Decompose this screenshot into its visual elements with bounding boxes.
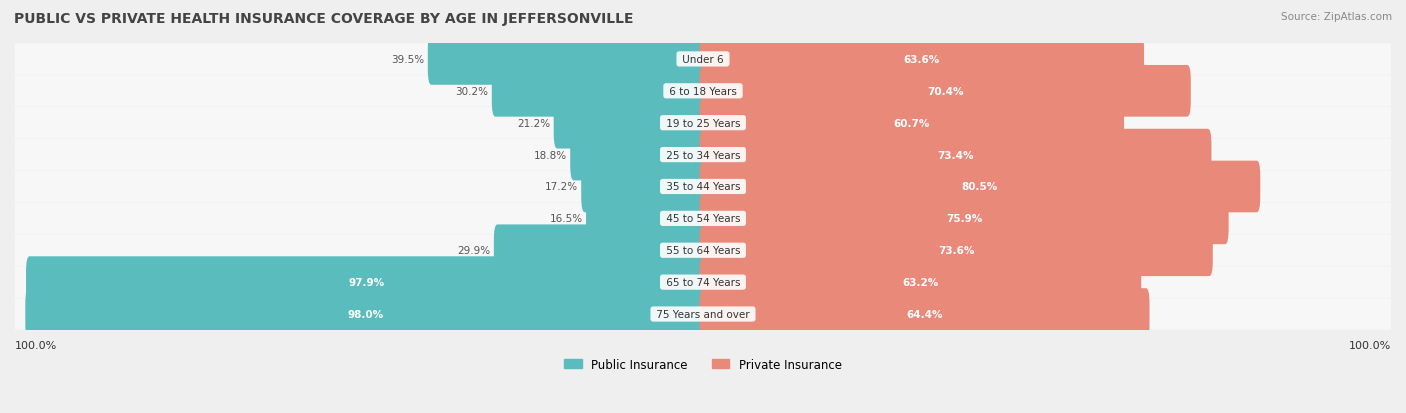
Text: 6 to 18 Years: 6 to 18 Years <box>666 87 740 97</box>
Text: 39.5%: 39.5% <box>391 55 425 65</box>
FancyBboxPatch shape <box>15 171 1391 203</box>
Text: 30.2%: 30.2% <box>456 87 488 97</box>
FancyBboxPatch shape <box>15 108 1391 139</box>
FancyBboxPatch shape <box>554 97 706 149</box>
FancyBboxPatch shape <box>15 299 1391 330</box>
Text: 97.9%: 97.9% <box>349 278 384 287</box>
FancyBboxPatch shape <box>700 34 1144 85</box>
Text: 70.4%: 70.4% <box>927 87 963 97</box>
Text: PUBLIC VS PRIVATE HEALTH INSURANCE COVERAGE BY AGE IN JEFFERSONVILLE: PUBLIC VS PRIVATE HEALTH INSURANCE COVER… <box>14 12 634 26</box>
Text: 63.2%: 63.2% <box>903 278 939 287</box>
FancyBboxPatch shape <box>427 34 706 85</box>
Text: 100.0%: 100.0% <box>15 340 58 350</box>
FancyBboxPatch shape <box>581 161 706 213</box>
Text: 65 to 74 Years: 65 to 74 Years <box>662 278 744 287</box>
FancyBboxPatch shape <box>700 129 1212 181</box>
FancyBboxPatch shape <box>15 203 1391 235</box>
FancyBboxPatch shape <box>700 225 1213 276</box>
Text: 35 to 44 Years: 35 to 44 Years <box>662 182 744 192</box>
FancyBboxPatch shape <box>25 257 706 308</box>
FancyBboxPatch shape <box>700 289 1150 340</box>
Text: 21.2%: 21.2% <box>517 119 550 128</box>
FancyBboxPatch shape <box>15 44 1391 75</box>
Text: 73.4%: 73.4% <box>938 150 974 160</box>
FancyBboxPatch shape <box>700 193 1229 244</box>
Text: 75.9%: 75.9% <box>946 214 983 224</box>
Text: 29.9%: 29.9% <box>457 246 491 256</box>
Legend: Public Insurance, Private Insurance: Public Insurance, Private Insurance <box>560 354 846 376</box>
FancyBboxPatch shape <box>494 225 706 276</box>
Text: 25 to 34 Years: 25 to 34 Years <box>662 150 744 160</box>
Text: 73.6%: 73.6% <box>938 246 974 256</box>
Text: 45 to 54 Years: 45 to 54 Years <box>662 214 744 224</box>
FancyBboxPatch shape <box>492 66 706 117</box>
FancyBboxPatch shape <box>15 76 1391 107</box>
FancyBboxPatch shape <box>700 161 1260 213</box>
FancyBboxPatch shape <box>586 193 706 244</box>
FancyBboxPatch shape <box>15 267 1391 298</box>
Text: 16.5%: 16.5% <box>550 214 582 224</box>
Text: 18.8%: 18.8% <box>534 150 567 160</box>
Text: 60.7%: 60.7% <box>894 119 929 128</box>
Text: 64.4%: 64.4% <box>907 309 943 319</box>
FancyBboxPatch shape <box>700 257 1142 308</box>
Text: 19 to 25 Years: 19 to 25 Years <box>662 119 744 128</box>
Text: 55 to 64 Years: 55 to 64 Years <box>662 246 744 256</box>
Text: Under 6: Under 6 <box>679 55 727 65</box>
Text: 100.0%: 100.0% <box>1348 340 1391 350</box>
Text: Source: ZipAtlas.com: Source: ZipAtlas.com <box>1281 12 1392 22</box>
Text: 75 Years and over: 75 Years and over <box>652 309 754 319</box>
Text: 98.0%: 98.0% <box>347 309 384 319</box>
FancyBboxPatch shape <box>15 140 1391 171</box>
FancyBboxPatch shape <box>15 235 1391 266</box>
Text: 17.2%: 17.2% <box>544 182 578 192</box>
Text: 63.6%: 63.6% <box>904 55 939 65</box>
FancyBboxPatch shape <box>571 129 706 181</box>
FancyBboxPatch shape <box>25 289 706 340</box>
FancyBboxPatch shape <box>700 97 1123 149</box>
FancyBboxPatch shape <box>700 66 1191 117</box>
Text: 80.5%: 80.5% <box>962 182 998 192</box>
